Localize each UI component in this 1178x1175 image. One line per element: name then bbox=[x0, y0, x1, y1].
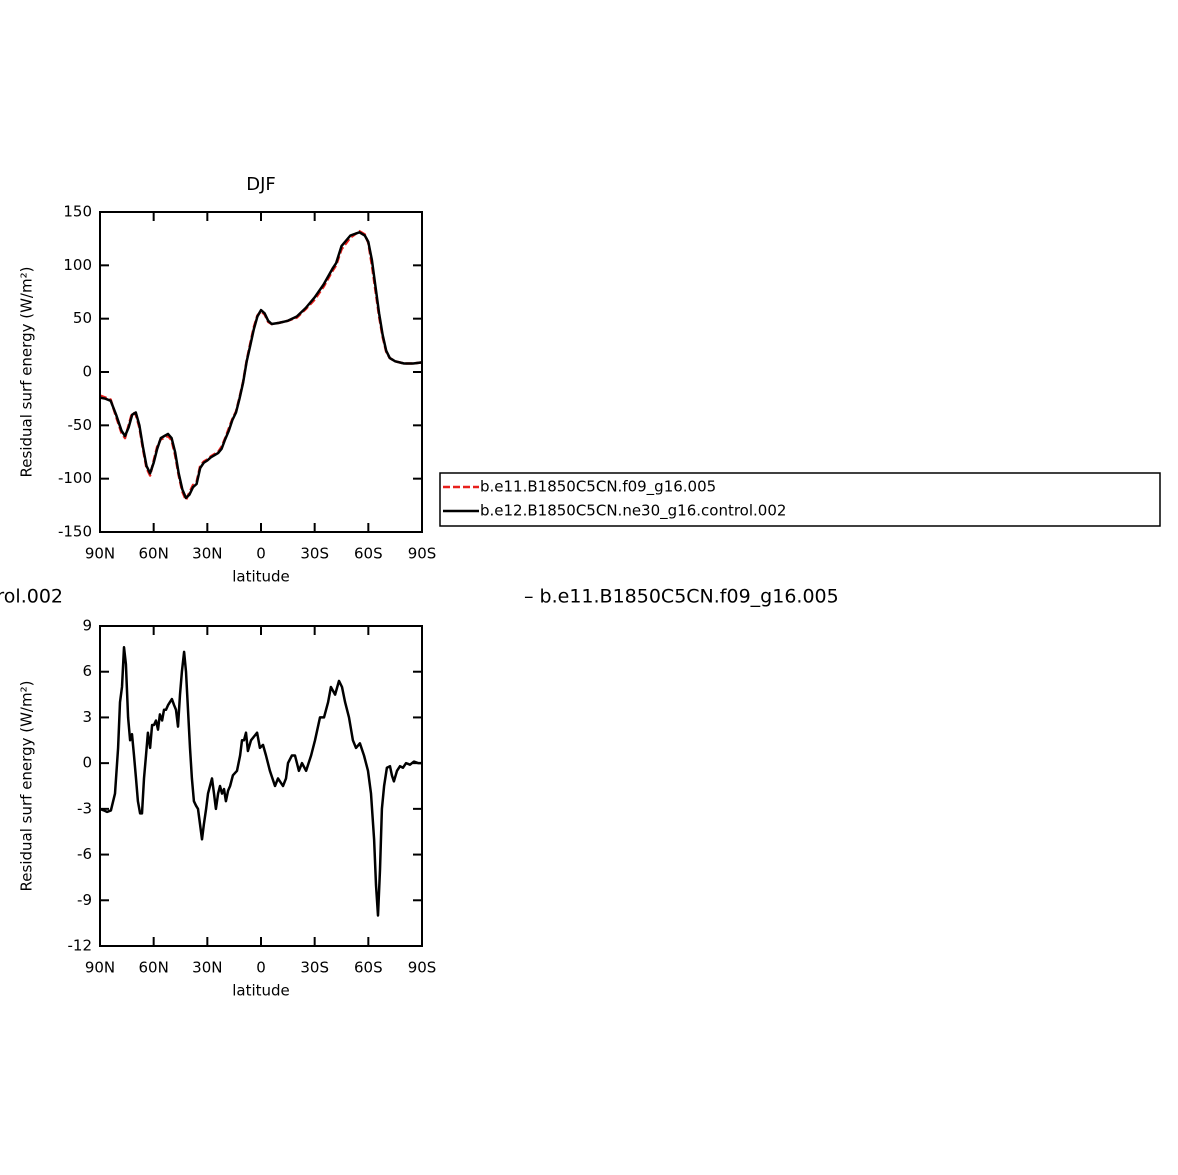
x-tick-label: 90S bbox=[408, 959, 437, 977]
y-tick-label: -12 bbox=[68, 937, 93, 955]
x-tick-label: 30S bbox=[300, 959, 329, 977]
x-tick-label: 0 bbox=[256, 959, 266, 977]
plot-frame bbox=[99, 625, 423, 947]
x-tick-label: 60S bbox=[354, 959, 383, 977]
x-tick-label: 60N bbox=[139, 959, 169, 977]
legend-label: b.e12.B1850C5CN.ne30_g16.control.002 bbox=[480, 502, 786, 521]
y-tick-label: 0 bbox=[82, 363, 92, 381]
x-tick-label: 60S bbox=[354, 545, 383, 563]
y-tick-label: -9 bbox=[77, 891, 92, 909]
x-tick-label: 30S bbox=[300, 545, 329, 563]
y-tick-label: 150 bbox=[63, 203, 92, 221]
y-tick-label: -150 bbox=[58, 523, 92, 541]
plot-frame bbox=[99, 211, 423, 533]
y-tick-label: 6 bbox=[82, 662, 92, 680]
chart-title: DJF bbox=[246, 174, 276, 195]
legend-box bbox=[439, 472, 1161, 527]
chart-title: b.e12.B1850C5CN.ne30_g16.control.002 bbox=[0, 586, 63, 608]
y-tick-label: 100 bbox=[63, 256, 92, 274]
y-tick-label: -6 bbox=[77, 845, 92, 863]
y-axis-label: Residual surf energy (W/m²) bbox=[18, 681, 36, 892]
y-tick-label: 9 bbox=[82, 617, 92, 635]
y-tick-label: -3 bbox=[77, 799, 92, 817]
x-tick-label: 90S bbox=[408, 545, 437, 563]
x-tick-label: 60N bbox=[139, 545, 169, 563]
x-tick-label: 90N bbox=[85, 959, 115, 977]
x-tick-label: 30N bbox=[192, 545, 222, 563]
x-tick-label: 30N bbox=[192, 959, 222, 977]
series-line bbox=[99, 646, 422, 917]
y-tick-label: 3 bbox=[82, 708, 92, 726]
x-axis-label: latitude bbox=[232, 982, 290, 1000]
x-tick-label: 0 bbox=[256, 545, 266, 563]
y-tick-label: 0 bbox=[82, 754, 92, 772]
series-line bbox=[99, 231, 423, 500]
y-tick-label: 50 bbox=[73, 309, 92, 327]
y-tick-label: -100 bbox=[58, 469, 92, 487]
x-tick-label: 90N bbox=[85, 545, 115, 563]
chart-subtitle: – b.e11.B1850C5CN.f09_g16.005 bbox=[524, 586, 839, 608]
y-axis-label: Residual surf energy (W/m²) bbox=[18, 267, 36, 478]
legend-label: b.e11.B1850C5CN.f09_g16.005 bbox=[480, 478, 716, 497]
y-tick-label: -50 bbox=[68, 416, 93, 434]
x-axis-label: latitude bbox=[232, 568, 290, 586]
